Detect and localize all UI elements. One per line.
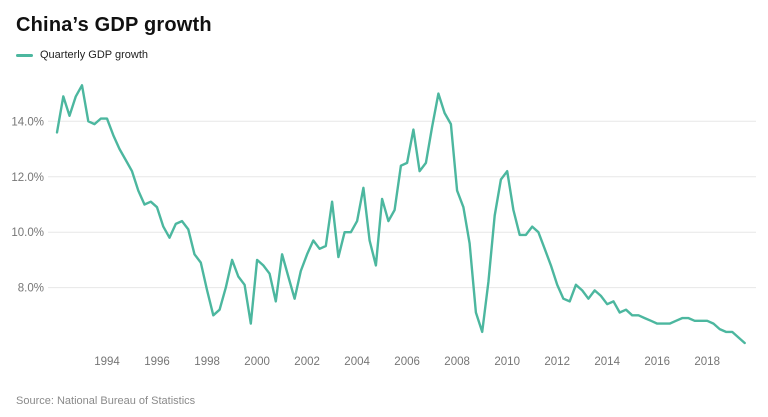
x-tick-label: 2014 (594, 356, 620, 368)
legend-line-swatch (16, 53, 33, 57)
y-tick-label: 12.0% (11, 172, 44, 184)
legend: Quarterly GDP growth (16, 49, 768, 61)
x-tick-label: 1996 (144, 356, 170, 368)
y-tick-label: 14.0% (11, 116, 44, 128)
gdp-line-chart: 8.0% 10.0% 12.0% 14.0% 1994 1996 1998 2000 2002 2… (11, 84, 756, 368)
legend-label: Quarterly GDP growth (40, 49, 149, 61)
gdp-growth-line (55, 84, 746, 345)
page-title: China’s GDP growth (16, 14, 212, 36)
x-tick-label: 2006 (394, 356, 420, 368)
chart-area: 8.0% 10.0% 12.0% 14.0% 1994 1996 1998 2000 2002 2… (0, 63, 768, 375)
x-tick-label: 2000 (244, 356, 270, 368)
x-tick-label: 1994 (94, 356, 120, 368)
source-note: Source: National Bureau of Statistics (16, 395, 196, 407)
x-tick-label: 2004 (344, 356, 370, 368)
x-tick-label: 2002 (294, 356, 320, 368)
x-tick-label: 2018 (694, 356, 720, 368)
x-tick-label: 2012 (544, 356, 570, 368)
y-tick-label: 8.0% (18, 283, 44, 295)
x-tick-label: 2010 (494, 356, 520, 368)
y-tick-label: 10.0% (11, 227, 44, 239)
x-tick-label: 1998 (194, 356, 220, 368)
x-tick-label: 2008 (444, 356, 470, 368)
x-tick-label: 2016 (644, 356, 670, 368)
